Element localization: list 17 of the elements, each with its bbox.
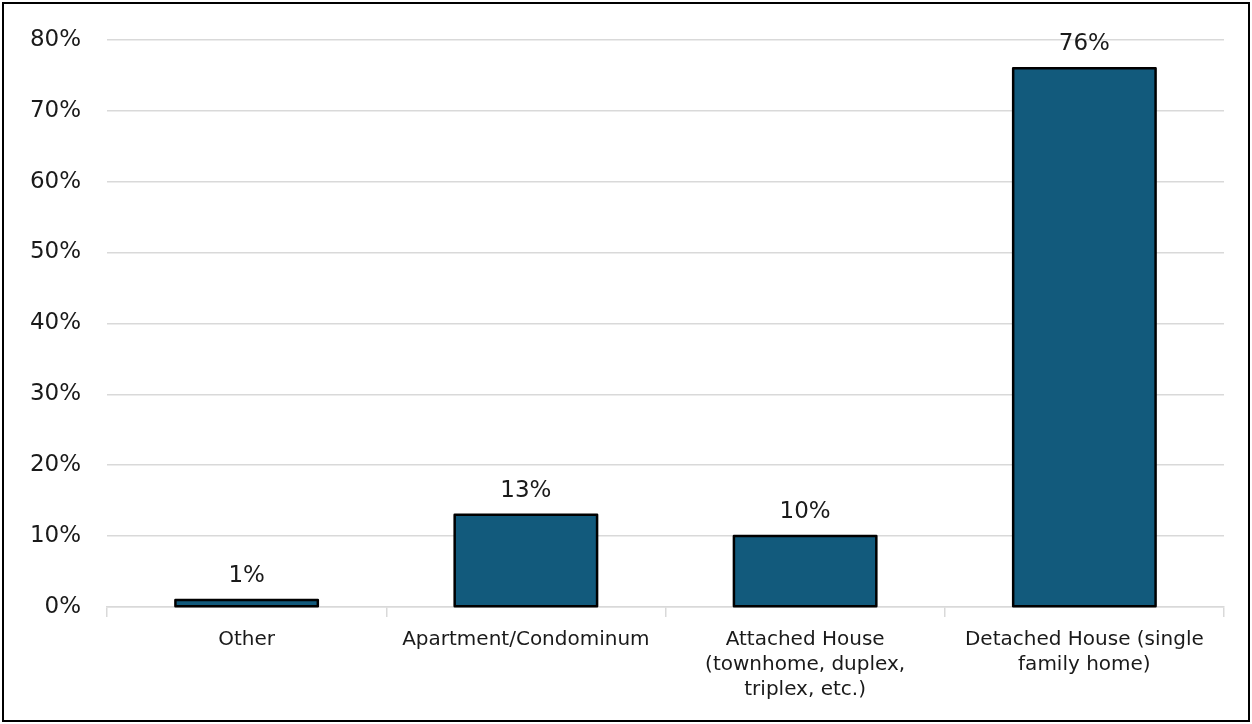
data-label: 10% [779,497,831,524]
y-tick-label: 20% [29,450,81,477]
data-label: 76% [1058,29,1110,56]
y-tick-label: 70% [29,95,81,122]
y-tick-label: 0% [44,591,81,618]
x-tick-label: Apartment/Condominum [402,625,650,650]
data-label: 1% [228,560,265,587]
y-tick-label: 60% [29,166,81,193]
x-tick-label: Detached House (single family home) [964,625,1204,675]
y-tick-label: 40% [29,308,81,335]
x-tick-label: Other [218,625,276,650]
data-label: 13% [500,475,552,502]
y-tick-label: 80% [29,24,81,51]
y-tick-label: 10% [29,521,81,548]
y-tick-label: 30% [29,379,81,406]
x-tick-label: Attached House (townhome, duplex, triplex, etc.) [705,625,906,700]
y-tick-label: 50% [29,237,81,264]
